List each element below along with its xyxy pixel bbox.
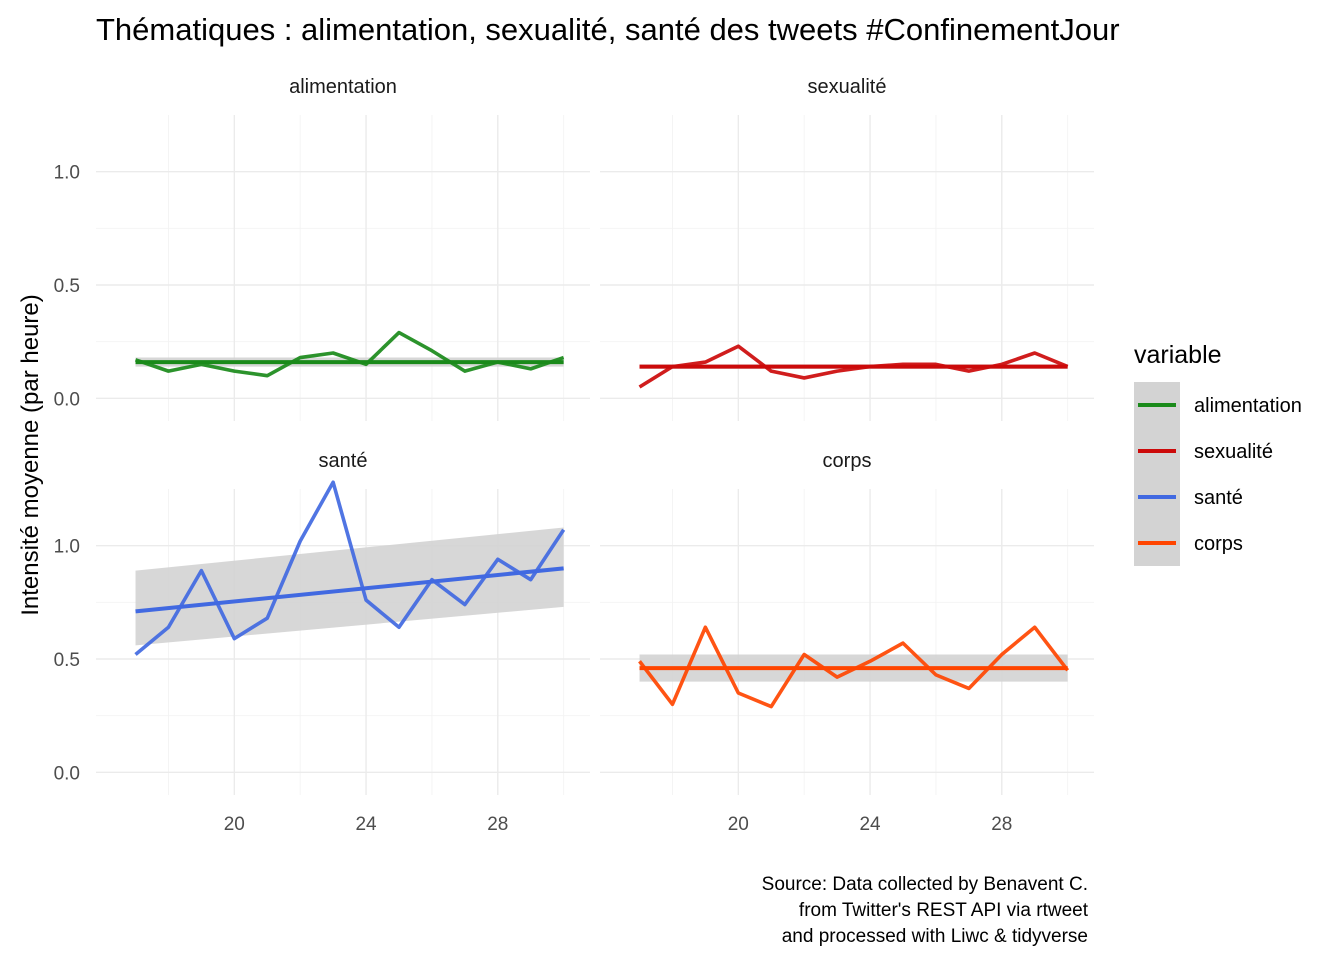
x-tick-label: 28	[991, 814, 1012, 835]
facet-strip-label: santé	[319, 450, 368, 472]
x-tick-label: 20	[728, 814, 749, 835]
data-point	[1000, 652, 1004, 656]
y-tick-label: 0.0	[54, 763, 80, 784]
data-point	[901, 641, 905, 645]
data-point	[364, 598, 368, 602]
data-point	[769, 369, 773, 373]
legend-title: variable	[1134, 341, 1222, 369]
data-point	[463, 369, 467, 373]
confidence-band	[135, 527, 564, 646]
series-line-santé	[134, 480, 566, 656]
trend-line-santé	[135, 566, 564, 614]
data-point	[736, 344, 740, 348]
data-point	[463, 603, 467, 607]
facet-panel-santé: santé 0.0 0.5 1.0 20 24 28	[54, 450, 590, 835]
data-point	[868, 659, 872, 663]
y-tick-label: 1.0	[54, 537, 80, 558]
y-tick-label: 1.0	[54, 163, 80, 184]
data-point	[265, 616, 269, 620]
data-point	[232, 369, 236, 373]
data-point	[934, 673, 938, 677]
data-point	[166, 625, 170, 629]
facet-strip-label: sexualité	[808, 76, 887, 98]
y-tick-label: 0.5	[54, 650, 80, 671]
facet-panel-alimentation: alimentation 0.0 0.5 1.0	[54, 76, 590, 421]
data-point	[331, 351, 335, 355]
facet-strip-label: corps	[823, 450, 872, 472]
caption-line: from Twitter's REST API via rtweet	[799, 900, 1089, 921]
data-point	[199, 569, 203, 573]
legend: variable alimentation sexualité santé corps	[1134, 341, 1302, 566]
data-point	[331, 480, 335, 484]
data-point	[835, 675, 839, 679]
series-line-alimentation	[134, 330, 565, 378]
y-axis-label-group: Intensité moyenne (par heure)	[17, 294, 44, 616]
data-point	[802, 652, 806, 656]
x-tick-label: 24	[355, 814, 377, 835]
caption: Source: Data collected by Benavent C. fro…	[762, 874, 1089, 947]
legend-label: alimentation	[1194, 395, 1302, 417]
data-point	[529, 367, 533, 371]
data-point	[638, 385, 642, 389]
legend-label: corps	[1194, 533, 1243, 555]
data-point	[430, 349, 434, 353]
data-point	[562, 528, 566, 532]
data-point	[638, 659, 642, 663]
data-point	[1033, 625, 1037, 629]
data-point	[802, 376, 806, 380]
caption-line: and processed with Liwc & tidyverse	[782, 926, 1088, 947]
y-tick-label: 0.0	[54, 389, 80, 410]
x-tick-label: 20	[224, 814, 245, 835]
data-point	[1033, 351, 1037, 355]
facet-panel-corps: corps 20 24 28	[600, 450, 1094, 835]
data-point	[703, 360, 707, 364]
data-point	[265, 374, 269, 378]
facet-strip-label: alimentation	[289, 76, 397, 98]
data-point	[298, 539, 302, 543]
legend-label: sexualité	[1194, 441, 1273, 463]
chart-title: Thématiques : alimentation, sexualité, s…	[96, 12, 1120, 47]
data-point	[529, 578, 533, 582]
x-tick-label: 28	[487, 814, 508, 835]
data-point	[769, 705, 773, 709]
data-point	[232, 637, 236, 641]
data-point	[967, 369, 971, 373]
facet-panel-sexualité: sexualité	[600, 76, 1094, 421]
data-point	[134, 652, 138, 656]
data-point	[670, 702, 674, 706]
data-point	[967, 686, 971, 690]
data-point	[397, 331, 401, 335]
data-point	[562, 356, 566, 360]
x-tick-label: 24	[859, 814, 881, 835]
legend-label: santé	[1194, 487, 1243, 509]
data-point	[298, 356, 302, 360]
data-point	[835, 369, 839, 373]
data-point	[166, 369, 170, 373]
data-point	[397, 625, 401, 629]
y-axis-label: Intensité moyenne (par heure)	[17, 294, 44, 616]
facet-panels: alimentation 0.0 0.5 1.0 sexualité santé 0.0 0.…	[54, 76, 1094, 835]
caption-line: Source: Data collected by Benavent C.	[762, 874, 1088, 895]
y-tick-label: 0.5	[54, 276, 80, 297]
data-point	[496, 557, 500, 561]
data-point	[736, 691, 740, 695]
data-point	[703, 625, 707, 629]
